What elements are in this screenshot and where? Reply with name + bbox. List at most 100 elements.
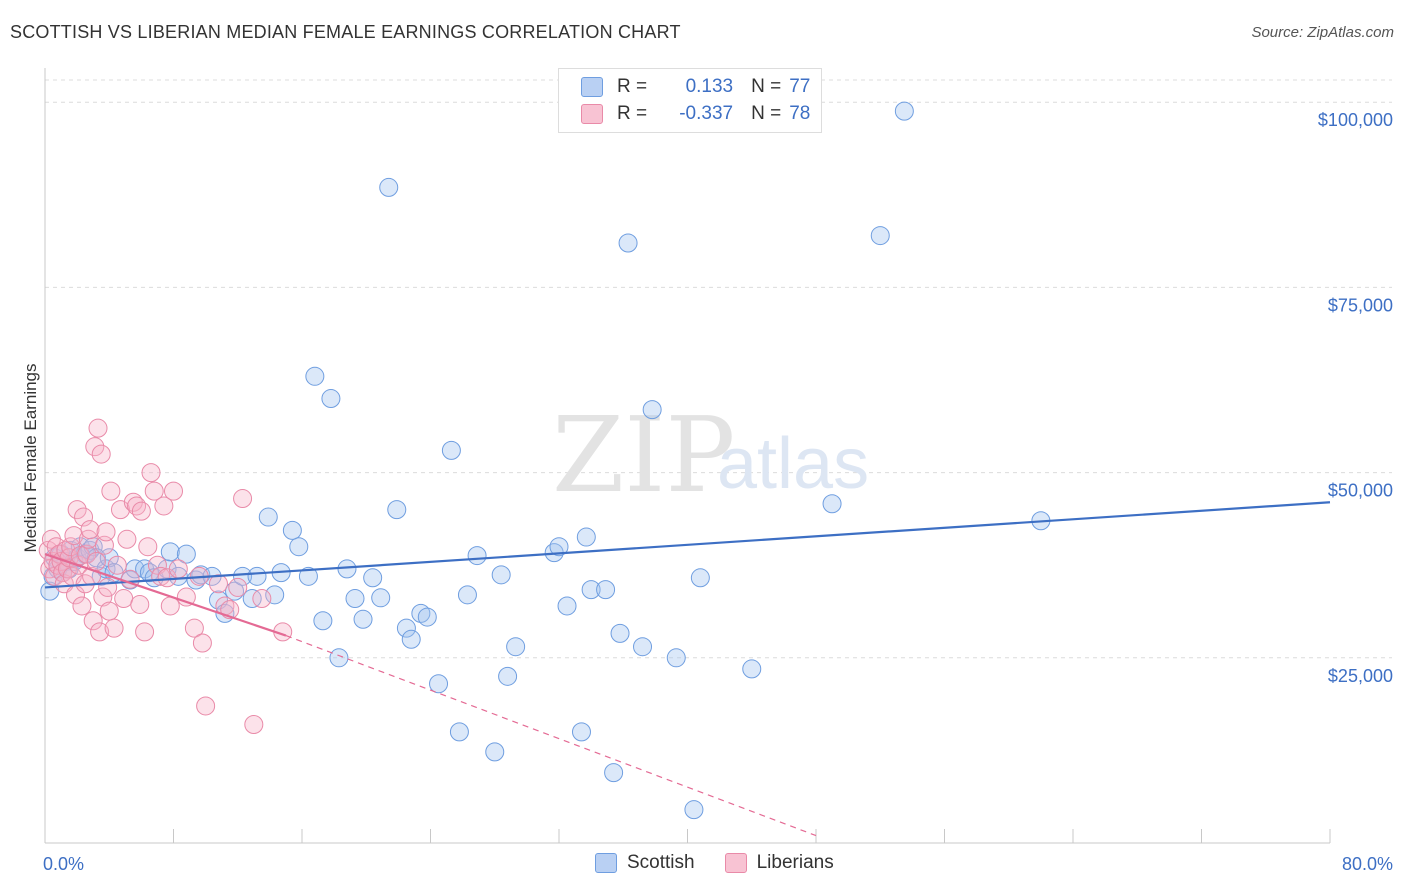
point-scottish — [379, 177, 399, 197]
point-liberians — [117, 529, 137, 549]
point-liberians — [228, 577, 248, 597]
point-liberians — [91, 444, 111, 464]
y-tick-label: $25,000 — [1328, 666, 1393, 686]
series-swatch-liberians — [724, 853, 747, 873]
point-scottish — [633, 637, 653, 657]
point-liberians — [88, 418, 108, 438]
series-label-liberians: Liberians — [756, 852, 834, 873]
point-liberians — [83, 611, 103, 631]
point-scottish — [549, 537, 569, 557]
x-tick-label-max: 80.0% — [1342, 854, 1393, 874]
point-scottish — [265, 585, 285, 605]
point-scottish — [258, 507, 278, 527]
point-liberians — [144, 481, 164, 501]
point-liberians — [104, 618, 124, 638]
point-scottish — [610, 623, 630, 643]
point-scottish — [345, 589, 365, 609]
watermark-atlas: atlas — [717, 424, 869, 504]
point-scottish — [684, 800, 704, 820]
point-scottish — [604, 763, 624, 783]
point-scottish — [371, 588, 391, 608]
point-scottish — [99, 548, 119, 568]
point-scottish — [401, 629, 421, 649]
point-scottish — [576, 527, 596, 547]
y-tick-label: $75,000 — [1328, 295, 1393, 315]
point-liberians — [164, 481, 183, 501]
point-liberians — [101, 481, 121, 501]
point-liberians — [77, 544, 97, 564]
point-liberians — [192, 633, 212, 653]
point-scottish — [282, 520, 302, 540]
y-tick-label: $100,000 — [1318, 110, 1393, 130]
point-scottish — [870, 226, 890, 246]
point-scottish — [642, 400, 662, 420]
watermark: ZIP atlas — [552, 394, 869, 516]
point-scottish — [690, 568, 710, 588]
point-liberians — [130, 594, 150, 614]
point-liberians — [138, 537, 158, 557]
legend-r-value-liberians: -0.337 — [679, 103, 734, 124]
point-scottish — [411, 603, 431, 623]
point-liberians — [196, 696, 216, 716]
series-legend: Scottish Liberians — [595, 852, 864, 874]
y-axis-label: Median Female Earnings — [21, 364, 40, 553]
point-scottish — [822, 494, 842, 514]
point-scottish — [247, 566, 267, 586]
series-legend-scottish[interactable]: Scottish — [595, 852, 695, 874]
point-liberians — [131, 501, 151, 521]
point-scottish — [557, 596, 577, 616]
point-scottish — [289, 537, 309, 557]
point-liberians — [154, 496, 174, 516]
legend-n-label: N = — [751, 76, 782, 97]
point-liberians — [90, 622, 110, 642]
point-liberians — [208, 574, 228, 594]
correlation-legend: R = 0.133 N = 77 R = -0.337 N = 78 — [558, 68, 822, 133]
series-legend-liberians[interactable]: Liberians — [724, 852, 834, 874]
point-liberians — [168, 559, 188, 579]
legend-r-label: R = — [617, 76, 648, 97]
point-liberians — [80, 520, 100, 540]
point-scottish — [618, 233, 638, 253]
source-label: Source: ZipAtlas.com — [1251, 24, 1394, 41]
point-scottish — [742, 659, 762, 679]
point-scottish — [363, 568, 383, 588]
x-tick-label-min: 0.0% — [43, 854, 84, 874]
legend-n-label: N = — [751, 103, 782, 124]
point-liberians — [114, 589, 134, 609]
point-scottish — [329, 648, 349, 668]
point-liberians — [147, 555, 167, 575]
y-tick-label: $50,000 — [1328, 481, 1393, 501]
point-scottish — [417, 607, 437, 627]
point-scottish — [387, 500, 407, 520]
legend-n-value-liberians: 78 — [789, 103, 811, 124]
legend-row-liberians: R = -0.337 N = 78 — [581, 101, 810, 127]
trend-line-liberians — [44, 553, 287, 637]
point-liberians — [135, 622, 155, 642]
point-scottish — [457, 585, 477, 605]
point-liberians — [107, 555, 127, 575]
point-scottish — [491, 565, 511, 585]
point-liberians — [98, 577, 118, 597]
point-scottish — [441, 440, 461, 460]
point-liberians — [184, 618, 204, 638]
point-scottish — [485, 742, 505, 762]
legend-n-value-scottish: 77 — [789, 76, 811, 97]
trend-line-liberians-extension — [285, 635, 817, 837]
point-scottish — [894, 101, 914, 121]
point-scottish — [160, 542, 180, 562]
point-scottish — [467, 546, 487, 566]
point-liberians — [141, 463, 161, 483]
series-label-scottish: Scottish — [627, 852, 695, 873]
point-liberians — [176, 587, 196, 607]
legend-r-label: R = — [617, 103, 648, 124]
point-liberians — [67, 500, 87, 520]
point-scottish — [666, 648, 686, 668]
point-scottish — [233, 566, 253, 586]
point-scottish — [596, 580, 616, 600]
point-liberians — [96, 522, 116, 542]
series-swatch-scottish — [595, 853, 617, 873]
chart-title: SCOTTISH VS LIBERIAN MEDIAN FEMALE EARNI… — [10, 22, 681, 42]
point-scottish — [313, 611, 333, 631]
legend-r-value-scottish: 0.133 — [685, 76, 734, 97]
legend-row-scottish: R = 0.133 N = 77 — [581, 74, 810, 100]
